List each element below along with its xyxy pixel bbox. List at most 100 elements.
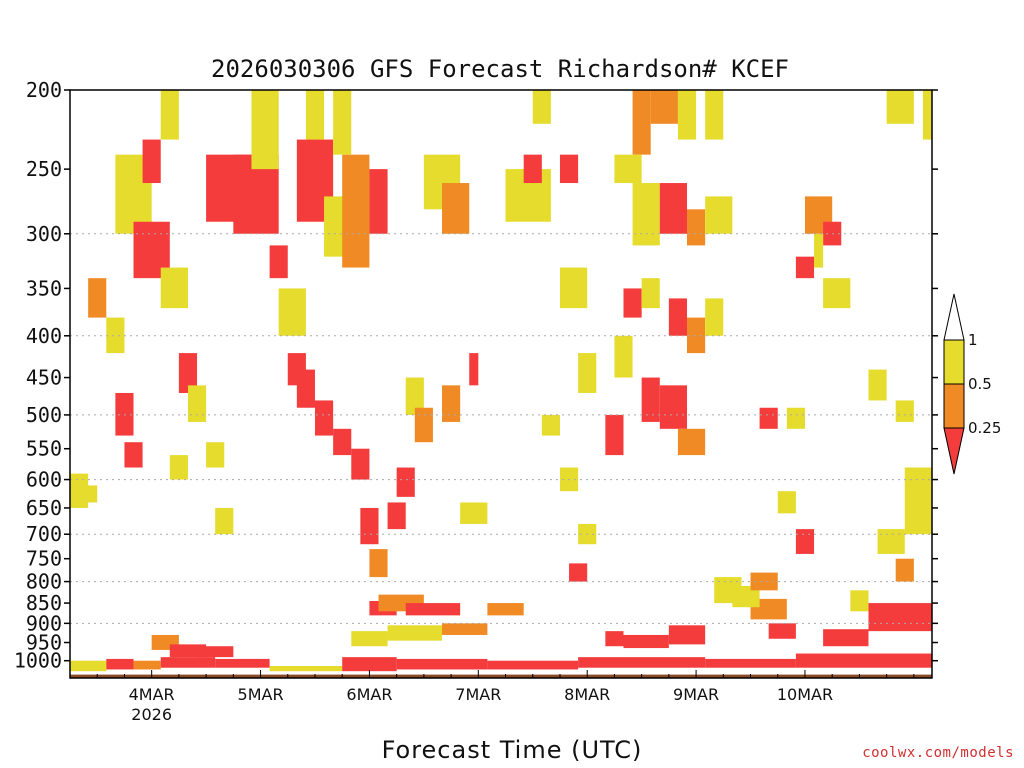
heatmap-cell [342,657,397,672]
heatmap-cell [305,90,325,140]
heatmap-cell [142,139,161,184]
heatmap-cell [442,385,461,422]
heatmap-cell [206,442,225,468]
heatmap-cell [677,428,706,456]
heatmap-cell [296,369,315,408]
y-tick-label: 350 [26,276,62,300]
heatmap-cell [605,631,624,647]
heatmap-cell [614,154,642,184]
heatmap-cell [677,90,697,140]
chart-title: 2026030306 GFS Forecast Richardson# KCEF [211,55,789,83]
heatmap-cell [768,623,796,639]
y-tick-label: 750 [26,547,62,571]
heatmap-cell [569,563,588,582]
x-tick-label: 7MAR [455,685,501,704]
heatmap-cell [469,353,479,386]
heatmap-cell [460,502,488,524]
heatmap-cell [823,629,869,647]
heatmap-cell [777,491,796,514]
heatmap-cell [269,245,288,279]
heatmap-cell [623,288,642,318]
x-tick-label: 5MAR [238,685,284,704]
heatmap-cell [895,558,914,582]
heatmap-cell [369,549,388,578]
heatmap-cell [215,507,234,535]
heatmap-cell [405,603,461,616]
heatmap-cell [133,660,161,670]
heatmap-cell [687,317,706,354]
heatmap-cell [705,658,796,668]
heatmap-cell [541,414,560,436]
heatmap-cell [106,317,125,354]
x-tick-label: 10MAR [777,685,833,704]
ground-surface [70,674,932,678]
heatmap-cell [396,467,415,497]
heatmap-cell [169,455,188,480]
heatmap-cell [922,90,932,140]
y-tick-label: 1000 [14,649,62,673]
heatmap-cell [405,377,424,415]
x-tick-label: 8MAR [564,685,610,704]
heatmap-cell [160,267,188,309]
heatmap-cell [387,625,443,641]
heatmap-cell [178,353,198,393]
heatmap-cell [886,90,914,124]
heatmap-cell [387,502,406,530]
heatmap-cell [714,577,742,604]
heatmap-cell [650,90,678,124]
x-axis-label: Forecast Time (UTC) [382,736,643,764]
heatmap-cell [442,183,470,234]
heatmap-cell [197,646,234,658]
y-tick-label: 400 [26,324,62,348]
heatmap-cell [532,90,551,124]
heatmap-cell [342,154,370,268]
y-tick-label: 900 [26,611,62,635]
heatmap-cell [623,634,669,649]
heatmap-cell [668,625,706,645]
colorbar-label: 0.5 [968,375,992,393]
heatmap-cell [333,90,352,155]
heatmap-cell [578,657,706,668]
heatmap-cell [641,377,660,422]
heatmap-cell [559,267,588,309]
heatmap-cell [705,298,724,336]
heatmap-cell [687,209,706,246]
heatmap-cell [641,278,660,309]
heatmap-cell [614,335,633,378]
y-tick-label: 450 [26,366,62,390]
heatmap-cell [351,448,370,480]
heatmap-cell [795,529,815,554]
y-tick-label: 500 [26,403,62,427]
y-axis-ticks: 200 250 300 350 400 450 500 550 600 6507007508008… [14,78,938,673]
heatmap-cell [160,657,216,668]
heatmap-cell [70,660,107,672]
colorbar-bin-yellow [943,339,965,385]
heatmap-cell [160,90,179,140]
y-tick-label: 200 [26,78,62,102]
heatmap-cell [251,90,279,170]
heatmap-cell [823,278,851,309]
heatmap-cell [632,90,651,155]
heatmap-cell [88,278,107,318]
colorbar-label: 1 [968,331,978,349]
heatmap-cell [79,485,98,503]
heatmap-cell [106,658,134,670]
site-credit: coolwx.com/models [862,745,1014,761]
heatmap-cells [70,90,932,672]
heatmap-cell [868,369,887,401]
heatmap-cell [559,154,579,184]
heatmap-cell [605,414,624,456]
heatmap-cell [442,623,488,635]
heatmap-cell [487,603,524,616]
colorbar-bin-orange [943,383,965,429]
heatmap-cell [814,233,824,268]
colorbar-top-arrow [943,293,965,341]
heatmap-cell [124,442,143,468]
heatmap-cell [705,196,733,234]
heatmap-cell [351,631,388,647]
y-tick-label: 250 [26,157,62,181]
y-tick-label: 300 [26,222,62,246]
heatmap-cell [659,385,688,429]
heatmap-cell [750,572,778,591]
heatmap-cell [877,529,905,554]
